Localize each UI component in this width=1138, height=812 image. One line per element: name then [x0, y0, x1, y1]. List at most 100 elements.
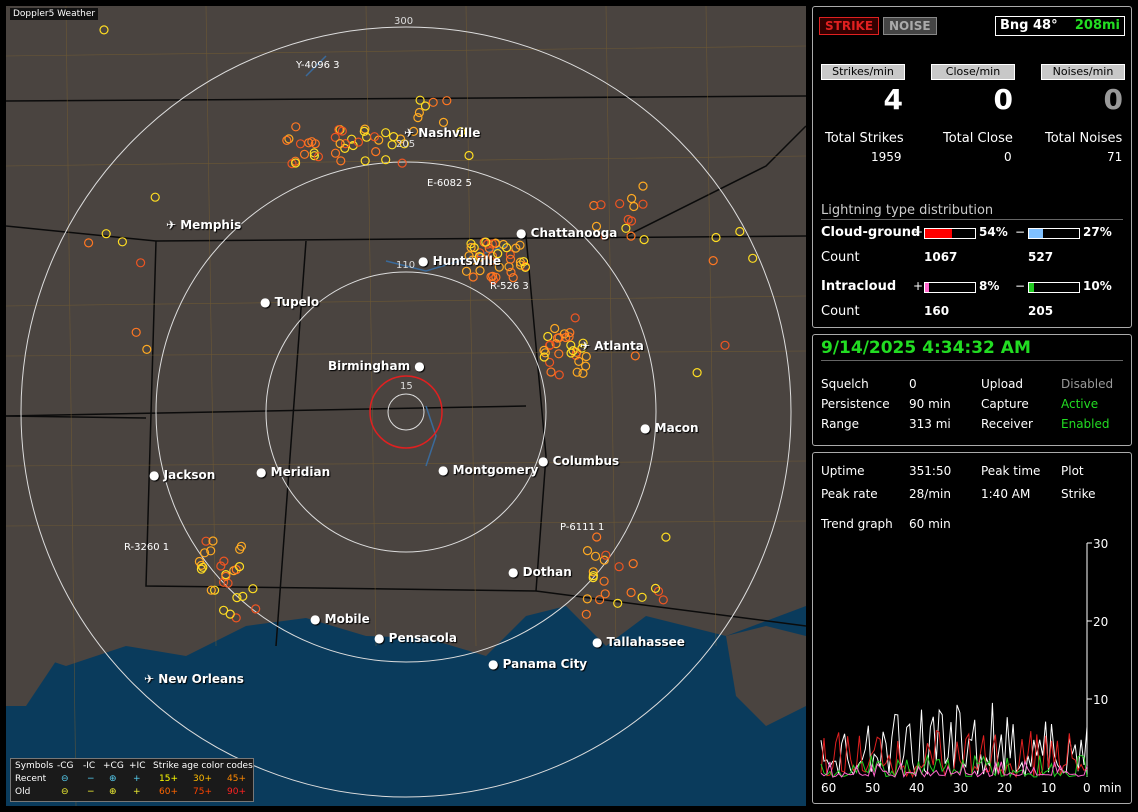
- strike-marker: [313, 152, 323, 162]
- datetime: 9/14/2025 4:34:32 AM: [821, 338, 1031, 358]
- trend-series-line: [820, 759, 1088, 778]
- ic-minus-bar: [1028, 282, 1080, 293]
- close-per-min-button[interactable]: Close/min: [931, 64, 1015, 80]
- strike-marker: [581, 351, 591, 362]
- cg-minus-count: 527: [1028, 250, 1054, 264]
- trend-graph-value[interactable]: 60 min: [909, 517, 951, 531]
- y-tick: 20: [1093, 615, 1109, 629]
- strike-marker: [295, 139, 306, 149]
- strike-marker: [456, 127, 466, 137]
- city-name: Atlanta: [594, 339, 644, 353]
- cg-plus-count: 1067: [924, 250, 958, 264]
- lightning-map[interactable]: Doppler5 Weather 300 205 110 15 ✈ Nashvi…: [6, 6, 806, 806]
- city-label: ● Huntsville: [418, 254, 501, 268]
- strike-marker: [596, 200, 606, 210]
- strike-marker: [494, 262, 504, 272]
- city-label: ● Meridian: [256, 465, 330, 479]
- city-dot-icon: ●: [516, 226, 531, 240]
- strike-marker: [307, 137, 317, 147]
- ring-label-300: 300: [394, 16, 414, 27]
- strike-marker: [626, 231, 636, 241]
- peak-time-value: 1:40 AM: [981, 487, 1031, 501]
- strike-marker: [309, 151, 319, 161]
- noises-per-min-button[interactable]: Noises/min: [1041, 64, 1125, 80]
- strike-marker: [359, 126, 369, 137]
- cg-minus-pct: 27%: [1083, 225, 1112, 239]
- strike-marker: [505, 254, 516, 264]
- strike-marker: [206, 546, 216, 556]
- city-label: ● Montgomery: [438, 463, 538, 477]
- strike-marker: [658, 595, 668, 605]
- strike-marker: [136, 258, 146, 268]
- noise-button[interactable]: NOISE: [883, 17, 937, 35]
- strike-marker: [196, 564, 206, 574]
- strike-marker: [493, 249, 503, 259]
- stats-panel: STRIKE NOISE Bng 48° 208mi Strikes/min C…: [812, 6, 1132, 328]
- legend-col: +IC: [129, 761, 146, 771]
- strike-marker: [568, 346, 578, 356]
- strike-marker: [614, 562, 624, 572]
- city-name: Chattanooga: [530, 226, 618, 240]
- strike-marker: [101, 229, 111, 239]
- minus-sign: −: [1015, 225, 1026, 239]
- age-code: 90+: [227, 787, 246, 797]
- legend-col: -IC: [83, 761, 96, 771]
- strike-marker: [566, 348, 576, 358]
- plus-ic-icon: +: [133, 787, 141, 797]
- city-label: ● Tallahassee: [592, 635, 685, 649]
- plot-value[interactable]: Strike: [1061, 487, 1096, 501]
- minus-ic-icon: −: [87, 774, 95, 784]
- info-panel: 9/14/2025 4:34:32 AM Squelch 0 Upload Di…: [812, 334, 1132, 446]
- legend-age-title: Strike age color codes: [153, 761, 253, 771]
- strike-button[interactable]: STRIKE: [819, 17, 880, 35]
- legend-col: +CG: [103, 761, 124, 771]
- cg-plus-bar: [924, 228, 976, 239]
- strike-marker: [594, 595, 605, 605]
- map-title: Doppler5 Weather: [10, 8, 99, 20]
- strike-marker: [442, 96, 452, 106]
- strike-marker: [438, 117, 449, 128]
- city-dot-icon: ●: [508, 565, 523, 579]
- strike-marker: [639, 235, 649, 245]
- city-name: Nashville: [418, 126, 481, 140]
- plus-sign: +: [913, 225, 924, 239]
- strike-marker: [588, 570, 599, 581]
- airport-icon: ✈: [404, 126, 419, 140]
- city-name: Mobile: [324, 612, 370, 626]
- airport-icon: ✈: [144, 672, 159, 686]
- strike-marker: [464, 251, 474, 261]
- strikes-per-min-button[interactable]: Strikes/min: [821, 64, 905, 80]
- map-graphics: [6, 6, 806, 806]
- strike-marker: [708, 256, 718, 266]
- plus-ic-icon: +: [133, 774, 141, 784]
- strike-marker: [330, 132, 340, 142]
- strike-marker: [543, 331, 553, 342]
- strike-marker: [201, 536, 211, 546]
- strikes-per-min-value: 4: [883, 83, 903, 116]
- total-noises-label: Total Noises: [1045, 131, 1123, 146]
- ic-plus-bar: [924, 282, 976, 293]
- trend-graph: [820, 542, 1092, 779]
- x-tick: 30: [953, 781, 969, 795]
- strike-marker: [591, 221, 602, 231]
- strike-marker: [466, 242, 476, 253]
- sensor-label: R-526 3: [490, 281, 529, 292]
- divider: [821, 219, 1123, 220]
- x-unit: min: [1099, 781, 1122, 795]
- airport-icon: ✈: [166, 218, 181, 232]
- strike-marker: [599, 555, 609, 565]
- strike-marker: [552, 333, 563, 343]
- x-tick: 50: [865, 781, 881, 795]
- age-code: 30+: [193, 774, 212, 784]
- plus-sign: +: [913, 279, 924, 293]
- strike-marker: [225, 609, 235, 619]
- minus-sign: −: [1015, 279, 1026, 293]
- strike-marker: [590, 551, 601, 561]
- strike-marker: [468, 272, 478, 282]
- strike-marker: [592, 532, 602, 542]
- strike-marker: [550, 323, 560, 334]
- strike-marker: [539, 345, 549, 355]
- strike-marker: [545, 340, 555, 350]
- ic-plus-count: 160: [924, 304, 950, 318]
- city-dot-icon: ●: [592, 635, 607, 649]
